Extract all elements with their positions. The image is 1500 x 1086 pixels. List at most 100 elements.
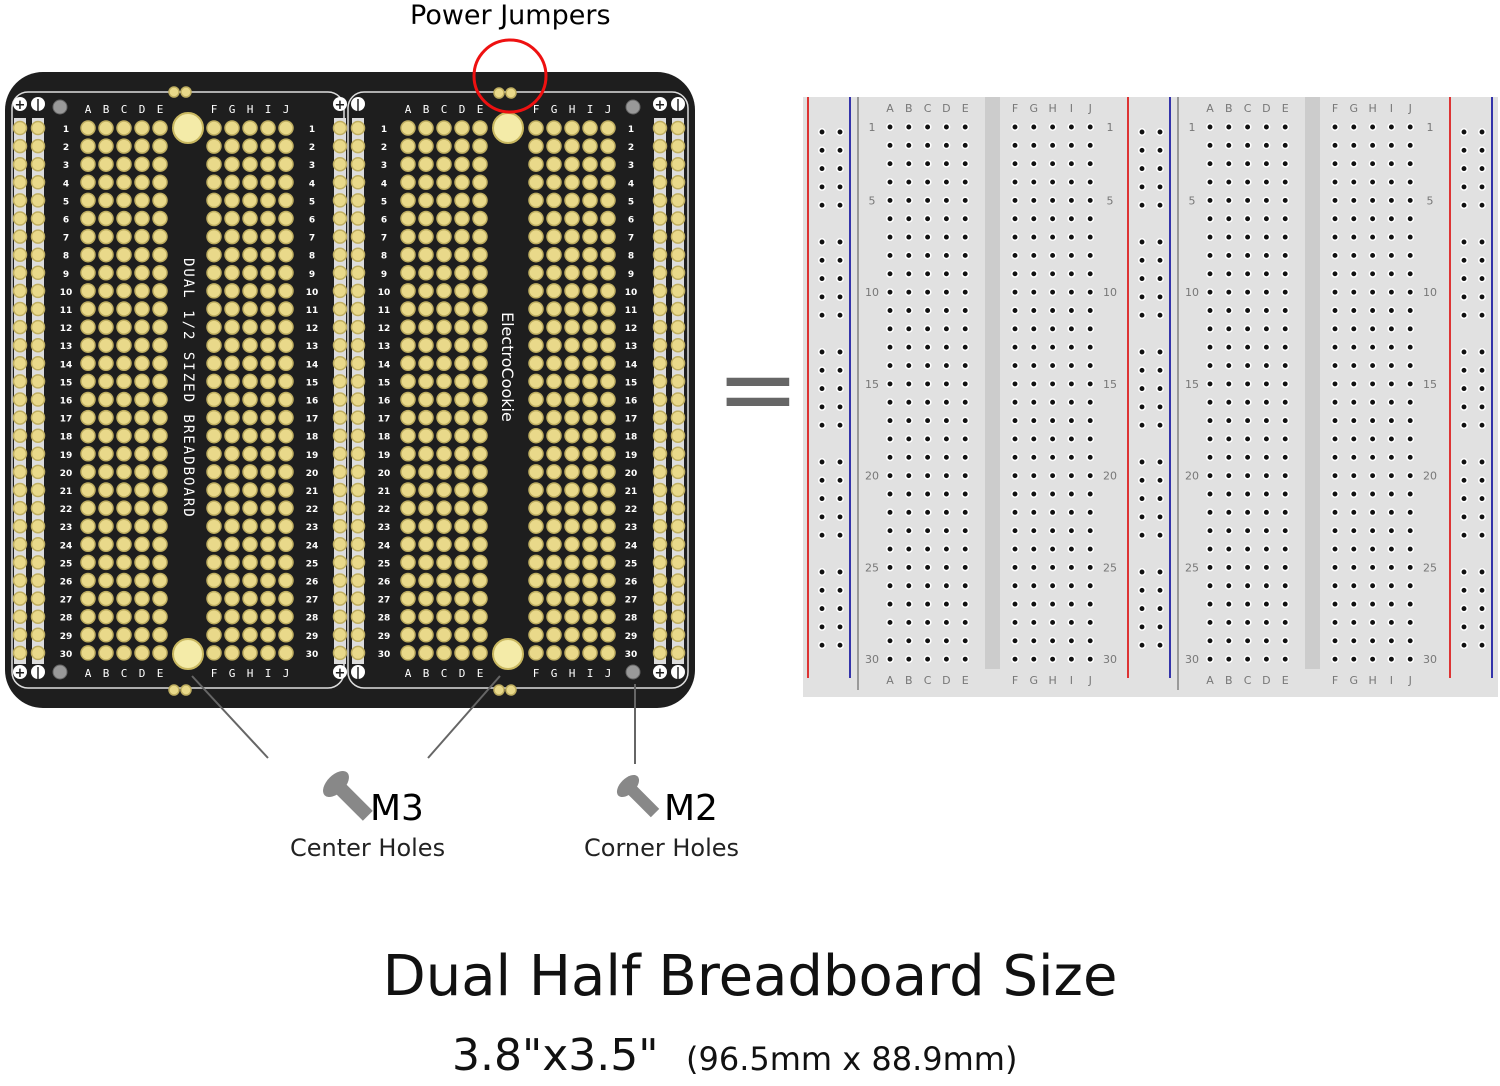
breadboard-hole [1224, 159, 1233, 168]
pcb-pad [80, 427, 96, 444]
breadboard-hole [904, 435, 913, 443]
pcb-pad [436, 120, 452, 136]
breadboard-hole [1224, 251, 1233, 260]
breadboard-hole [1460, 366, 1468, 375]
pcb-pad [80, 482, 96, 498]
pcb-pad [454, 608, 470, 625]
breadboard-hole [1281, 581, 1290, 590]
pcb-pad [332, 500, 348, 516]
breadboard-hole [1368, 581, 1377, 590]
pcb-pad [400, 446, 416, 462]
pcb-pad [12, 156, 28, 172]
breadboard-hole [1067, 269, 1076, 278]
breadboard-column-label: B [1225, 674, 1233, 687]
breadboard-hole [1243, 600, 1252, 609]
breadboard-hole [1387, 490, 1396, 498]
pcb-pad [546, 319, 562, 335]
pcb-pad [80, 228, 96, 245]
breadboard-hole [904, 618, 913, 627]
pcb-pad [332, 645, 348, 661]
breadboard-hole [1478, 128, 1486, 136]
minus-icon: | [356, 98, 361, 113]
pcb-pad [80, 645, 96, 661]
pcb-column-label: A [85, 667, 92, 680]
breadboard-hole [1067, 361, 1076, 370]
pcb-pad [350, 120, 366, 136]
breadboard-hole [1368, 251, 1377, 260]
pcb-pad [260, 608, 276, 625]
breadboard-hole [1067, 416, 1076, 425]
pcb-pad [224, 464, 240, 480]
breadboard-hole [1138, 201, 1146, 210]
pcb-pad [652, 120, 668, 136]
breadboard-hole [836, 238, 844, 246]
pcb-row-number: 21 [306, 487, 319, 497]
plus-rail-marker [333, 97, 347, 111]
breadboard-hole [818, 146, 826, 155]
breadboard-hole [836, 604, 844, 613]
breadboard-hole [1011, 526, 1019, 535]
pcb-pad [600, 427, 616, 444]
pcb-pad [134, 174, 150, 191]
pcb-pad [30, 301, 46, 317]
breadboard-hole [942, 508, 951, 517]
pcb-pad [278, 210, 294, 227]
breadboard-hole [1368, 416, 1377, 425]
breadboard-hole [1206, 416, 1214, 425]
pcb-pad [582, 627, 598, 643]
breadboard-hole [1048, 196, 1057, 205]
pcb-pad [242, 138, 258, 154]
pcb-pad [98, 482, 114, 498]
pcb-pad [600, 391, 616, 408]
pcb-pad [582, 120, 598, 136]
pcb-pad [546, 265, 562, 281]
pcb-pad [436, 210, 452, 227]
pcb-pad [224, 210, 240, 227]
breadboard-column-label: G [1350, 102, 1359, 115]
pcb-pad [546, 337, 562, 353]
breadboard-hole [1086, 636, 1095, 645]
breadboard-hole [1331, 269, 1339, 278]
breadboard-hole [1368, 618, 1377, 627]
pcb-pad [116, 518, 132, 534]
pcb-pad [332, 283, 348, 299]
breadboard-hole [1156, 604, 1164, 613]
pcb-pad [332, 482, 348, 498]
breadboard-hole [818, 164, 826, 173]
breadboard-hole [1406, 141, 1415, 150]
breadboard-hole [1331, 196, 1339, 205]
pcb-pad [400, 500, 416, 516]
pcb-pad [224, 192, 240, 209]
breadboard-hole [836, 531, 844, 540]
breadboard-hole [1138, 641, 1146, 650]
pcb-pad [564, 608, 580, 625]
pcb-pad [546, 210, 562, 227]
breadboard-hole [1011, 159, 1019, 168]
pcb-row-number: 29 [60, 632, 73, 642]
pcb-row-number: 5 [628, 197, 634, 207]
breadboard-hole [1011, 178, 1019, 187]
pcb-pad [80, 500, 96, 516]
breadboard-hole [1086, 196, 1095, 205]
pcb-pad [134, 138, 150, 154]
pcb-row-number: 16 [625, 397, 638, 407]
pcb-pad [472, 228, 488, 245]
pcb-pad [564, 301, 580, 317]
pcb-column-label: F [533, 103, 540, 116]
breadboard-hole [1406, 306, 1415, 315]
pcb-pad [350, 356, 366, 371]
pcb-pad [472, 138, 488, 154]
breadboard-hole [1138, 568, 1146, 576]
breadboard-hole [1029, 655, 1038, 664]
breadboard-hole [1368, 214, 1377, 223]
pcb-pad [30, 627, 46, 643]
breadboard-hole [886, 618, 894, 627]
pcb-pad [400, 120, 416, 136]
breadboard-hole [1478, 512, 1486, 521]
breadboard-hole [1138, 622, 1146, 631]
minus-rail-marker [31, 97, 45, 111]
pcb-pad [116, 355, 132, 372]
pcb-row-number: 20 [306, 469, 319, 479]
plus-rail-marker [13, 97, 27, 111]
pcb-row-number: 23 [60, 523, 73, 533]
